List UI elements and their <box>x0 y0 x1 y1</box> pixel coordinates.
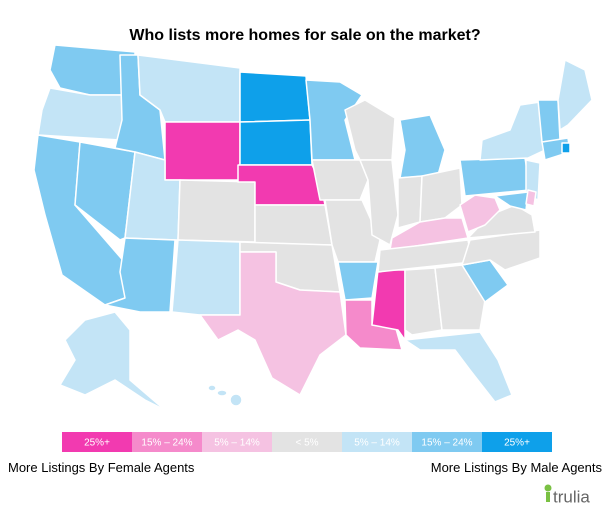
state <box>479 101 546 161</box>
state <box>199 251 347 396</box>
legend-label: 5% – 14% <box>354 438 400 449</box>
state <box>171 239 241 316</box>
state <box>359 159 399 246</box>
state <box>254 204 333 246</box>
state <box>239 119 313 166</box>
logo-icon <box>544 484 552 492</box>
logo: trulia <box>553 487 590 506</box>
state <box>399 114 446 179</box>
state <box>311 159 369 201</box>
legend: 25%+ 15% – 24% 5% – 14% < 5% 5% – 14% 15% – 2… <box>62 432 552 452</box>
legend-swatch <box>202 432 272 452</box>
state <box>561 142 571 154</box>
legend-swatch <box>62 432 132 452</box>
state <box>239 71 311 123</box>
map-title: Who lists more homes for sale on the mar… <box>129 27 480 44</box>
legend-swatch <box>482 432 552 452</box>
legend-swatch <box>132 432 202 452</box>
state <box>305 79 363 161</box>
state <box>59 311 166 411</box>
state <box>229 393 243 407</box>
legend-swatch <box>272 432 342 452</box>
right-label: More Listings By Male Agents <box>431 460 603 475</box>
legend-label: 5% – 14% <box>214 438 260 449</box>
legend-label: 25%+ <box>504 438 530 449</box>
legend-swatch <box>412 432 482 452</box>
legend-label: 15% – 24% <box>421 438 472 449</box>
state <box>337 261 379 301</box>
legend-swatch <box>342 432 412 452</box>
state <box>397 175 423 229</box>
state <box>164 121 241 181</box>
logo-icon <box>546 492 550 502</box>
legend-label: < 5% <box>295 438 318 449</box>
state <box>207 384 217 392</box>
legend-label: 25%+ <box>84 438 110 449</box>
state <box>525 189 537 207</box>
legend-label: 15% – 24% <box>141 438 192 449</box>
state <box>537 99 561 143</box>
left-label: More Listings By Female Agents <box>8 460 195 475</box>
state <box>404 267 443 336</box>
state <box>461 229 541 271</box>
state <box>419 167 463 223</box>
state <box>459 157 531 197</box>
us-map <box>33 44 593 411</box>
state <box>494 191 529 211</box>
state <box>104 237 176 313</box>
state <box>404 331 513 403</box>
state <box>557 59 593 131</box>
state <box>216 389 228 397</box>
state <box>177 179 256 243</box>
